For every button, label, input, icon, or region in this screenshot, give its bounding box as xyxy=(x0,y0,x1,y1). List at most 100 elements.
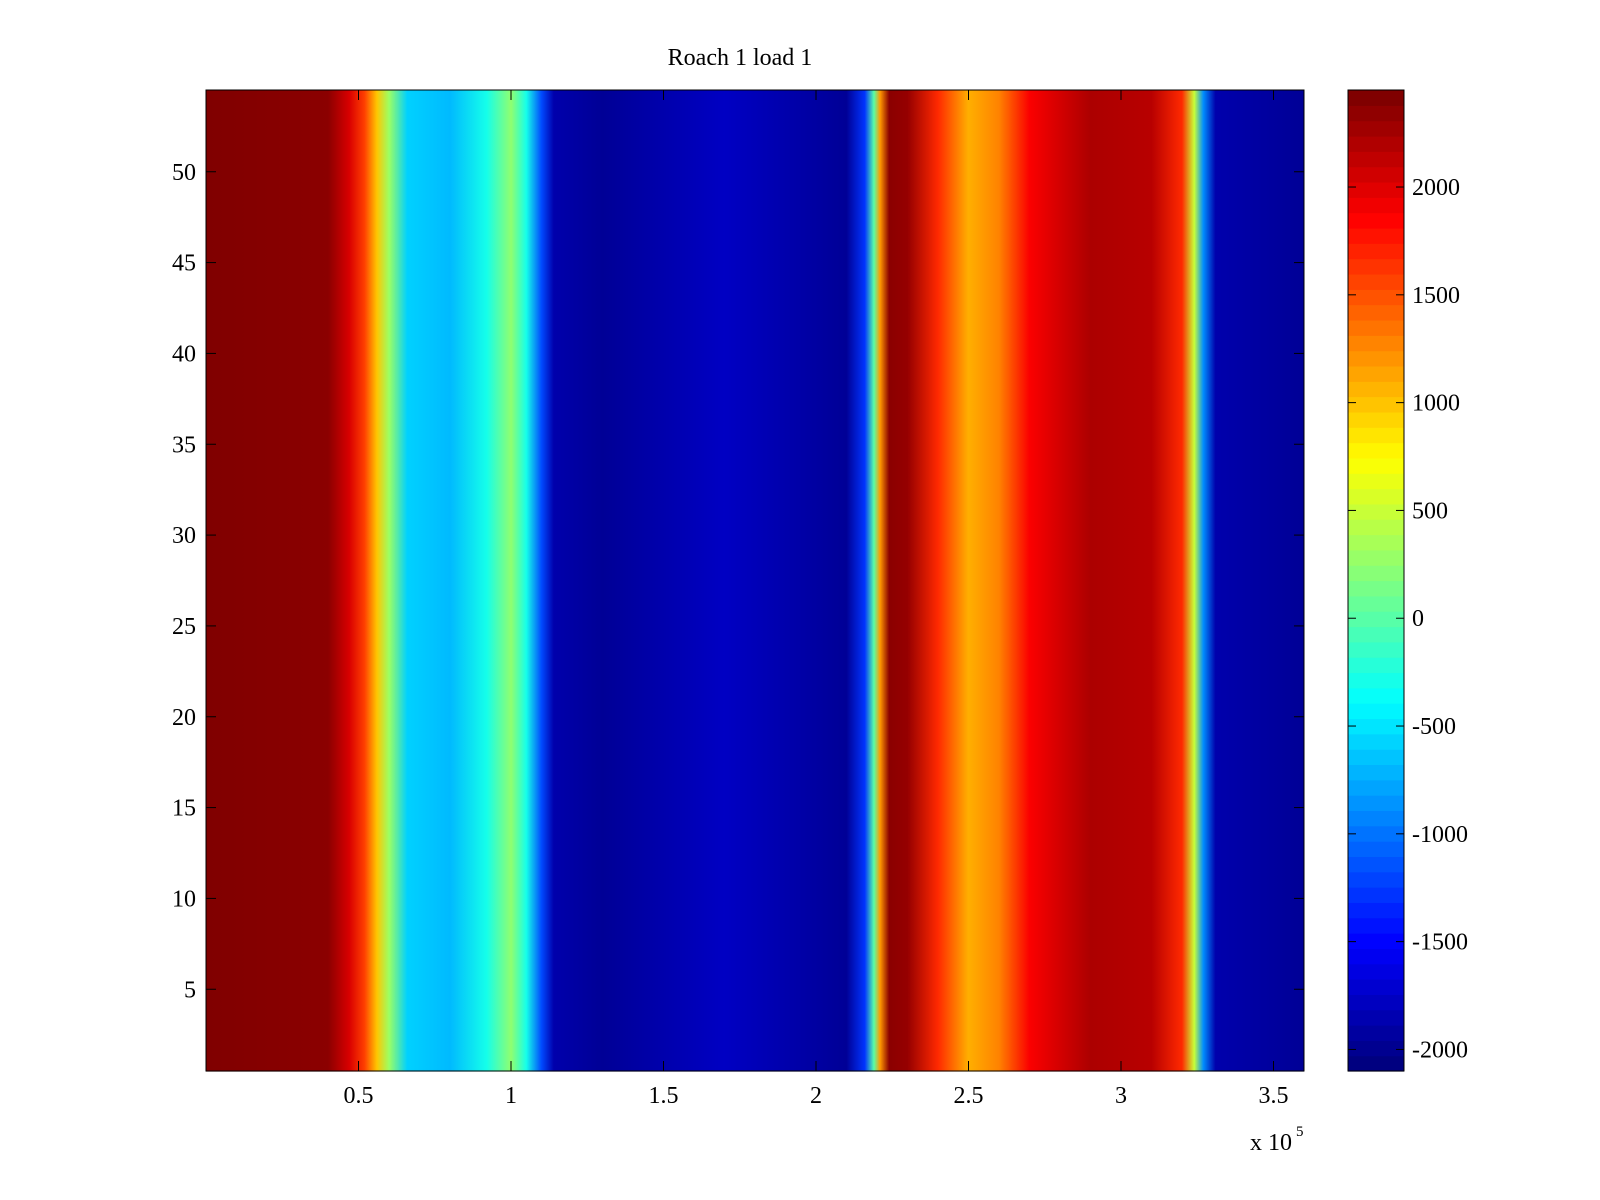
colorbar-step xyxy=(1348,871,1404,888)
heatmap-row xyxy=(206,417,1304,436)
chart-title: Roach 1 load 1 xyxy=(668,45,813,71)
heatmap-row xyxy=(206,1052,1304,1072)
heatmap-row xyxy=(206,544,1304,563)
colorbar-step xyxy=(1348,626,1404,643)
y-tick-label: 25 xyxy=(172,614,196,640)
colorbar-step xyxy=(1348,611,1404,628)
heatmap-row xyxy=(206,725,1304,745)
heatmap-row xyxy=(206,580,1304,600)
colorbar-step xyxy=(1348,381,1404,398)
heatmap-row xyxy=(206,689,1304,709)
heatmap-row xyxy=(206,762,1304,781)
colorbar-step xyxy=(1348,1009,1404,1026)
heatmap-row xyxy=(206,562,1304,582)
colorbar-step xyxy=(1348,503,1404,520)
colorbar-step xyxy=(1348,227,1404,244)
heatmap-row xyxy=(206,489,1304,509)
heatmap-row xyxy=(206,671,1304,691)
heatmap-row xyxy=(206,744,1304,763)
x-tick-label: 0.5 xyxy=(344,1083,374,1109)
colorbar-tick-label: -2000 xyxy=(1412,1037,1468,1063)
plot-frame xyxy=(205,89,1305,1072)
colorbar-step xyxy=(1348,856,1404,873)
heatmap-row xyxy=(206,871,1304,890)
colorbar-step xyxy=(1348,289,1404,306)
x-tick-label: 3 xyxy=(1115,1083,1127,1109)
colorbar-step xyxy=(1348,181,1404,198)
colorbar-step xyxy=(1348,473,1404,490)
x-multiplier-base: x 10 xyxy=(1250,1130,1292,1156)
heatmap-row xyxy=(206,816,1304,836)
y-tick-label: 45 xyxy=(172,251,196,277)
colorbar-step xyxy=(1348,887,1404,903)
colorbar-step xyxy=(1348,779,1404,796)
colorbar-tick-label: 1500 xyxy=(1412,283,1460,309)
colorbar-step xyxy=(1348,672,1404,689)
colorbar-step xyxy=(1348,933,1404,949)
colorbar-step xyxy=(1348,534,1404,551)
heatmap-row xyxy=(206,144,1304,164)
colorbar-step xyxy=(1348,917,1404,934)
y-tick-label: 10 xyxy=(172,886,196,912)
heatmap-row xyxy=(206,90,1304,109)
colorbar-step xyxy=(1348,243,1404,260)
colorbar-step xyxy=(1348,519,1404,536)
heatmap xyxy=(206,90,1304,1072)
heatmap-row xyxy=(206,435,1304,454)
colorbar-step xyxy=(1348,120,1404,137)
colorbar-step xyxy=(1348,795,1404,812)
heatmap-row xyxy=(206,471,1304,491)
colorbar-step xyxy=(1348,411,1404,428)
y-tick-label: 35 xyxy=(172,432,196,458)
colorbar-step xyxy=(1348,825,1404,842)
heatmap-row xyxy=(206,889,1304,909)
x-axis: 0.5 1 1.5 2 2.5 3 3.5 xyxy=(344,90,1289,1109)
y-tick-label: 30 xyxy=(172,523,196,549)
heatmap-row xyxy=(206,507,1304,527)
x-tick-label: 2 xyxy=(810,1083,822,1109)
heatmap-row xyxy=(206,126,1304,146)
colorbar-step xyxy=(1348,994,1404,1011)
heatmap-row xyxy=(206,798,1304,818)
y-tick-label: 5 xyxy=(184,977,196,1003)
colorbar-frame xyxy=(1347,89,1405,1072)
heatmap-row xyxy=(206,962,1304,981)
colorbar-step xyxy=(1348,687,1404,704)
heatmap-row xyxy=(206,162,1304,182)
colorbar-step xyxy=(1348,595,1404,612)
heatmap-row xyxy=(206,707,1304,727)
heatmap-row xyxy=(206,526,1304,545)
heatmap-row xyxy=(206,344,1304,364)
y-tick-label: 40 xyxy=(172,341,196,367)
y-tick-label: 15 xyxy=(172,796,196,822)
colorbar-step xyxy=(1348,979,1404,995)
colorbar-step xyxy=(1348,457,1404,474)
heatmap-row xyxy=(206,180,1304,200)
colorbar-step xyxy=(1348,749,1404,766)
colorbar-step xyxy=(1348,641,1404,658)
colorbar-step xyxy=(1348,1040,1404,1057)
y-tick-label: 20 xyxy=(172,705,196,731)
colorbar-step xyxy=(1348,1025,1404,1041)
heatmap-row xyxy=(206,289,1304,309)
heatmap-row xyxy=(206,616,1304,636)
colorbar-step xyxy=(1348,718,1404,735)
colorbar-step xyxy=(1348,549,1404,566)
x-multiplier: x 10 5 xyxy=(1250,1124,1304,1156)
heatmap-row xyxy=(206,217,1304,236)
x-tick-label: 3.5 xyxy=(1259,1083,1289,1109)
colorbar-step xyxy=(1348,350,1404,367)
colorbar-step xyxy=(1348,197,1404,214)
colorbar: 2000 1500 1000 500 0 -500 -1000 -1500 -2000 xyxy=(1347,89,1468,1072)
x-tick-label: 1 xyxy=(505,1083,517,1109)
heatmap-row xyxy=(206,380,1304,400)
colorbar-tick-label: 500 xyxy=(1412,498,1448,524)
y-axis: 5 10 15 20 25 30 35 40 45 50 xyxy=(172,160,1304,1003)
heatmap-row xyxy=(206,925,1304,945)
colorbar-step xyxy=(1348,442,1404,459)
colorbar-tick-label: 1000 xyxy=(1412,391,1460,417)
colorbar-tick-label: -1000 xyxy=(1412,822,1468,848)
heatmap-row xyxy=(206,907,1304,927)
colorbar-step xyxy=(1348,841,1404,858)
